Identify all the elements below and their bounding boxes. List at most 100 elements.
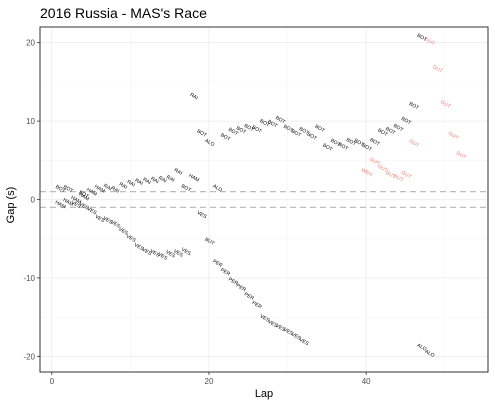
y-tick-label: -20 (23, 352, 35, 361)
driver-label: PER (251, 300, 263, 311)
y-tick-label: -10 (23, 274, 35, 283)
x-tick-label: 40 (362, 377, 371, 386)
y-tick-label: 20 (26, 39, 35, 48)
driver-label: RAI (149, 176, 159, 185)
driver-label: VES (133, 242, 145, 253)
y-axis-ticks: -20 -10 0 10 20 (23, 39, 40, 361)
driver-label: BOT (266, 119, 278, 129)
driver-label: BOT (376, 128, 388, 138)
driver-label: GUT (408, 139, 420, 149)
driver-label: RAI (157, 175, 167, 184)
driver-label: BOT (62, 184, 74, 194)
driver-label: GUT (376, 164, 388, 174)
plot-panel: BOTHAMBOTHAMHAMVESBOTHAMVESHAMVESHAMVESR… (39, 26, 489, 373)
driver-label: ALO (204, 138, 216, 148)
driver-label: VES (109, 219, 121, 230)
driver-label: BOT (361, 142, 373, 152)
driver-label: BOT (274, 115, 286, 125)
driver-label: RAI (134, 177, 144, 186)
driver-label: BOT (259, 118, 271, 128)
reference-lines (40, 191, 488, 208)
driver-label: BOT (337, 142, 349, 152)
driver-label: BOT (235, 125, 247, 135)
driver-label: VES (259, 313, 271, 324)
driver-label: BOT (227, 127, 239, 137)
driver-label: VES (274, 323, 286, 334)
driver-label: BOT (282, 124, 294, 134)
driver-label: BOT (243, 123, 255, 133)
driver-label: HAM (85, 187, 98, 198)
driver-label: VES (94, 214, 106, 225)
driver-label: BOT (408, 101, 420, 111)
driver-label: RAI (102, 183, 112, 192)
driver-label: HAM (77, 192, 90, 203)
driver-label: BOT (298, 126, 310, 136)
driver-label: BOT (180, 183, 192, 193)
driver-label: VES (267, 319, 279, 330)
driver-label: RAI (165, 174, 175, 183)
driver-label: RAI (118, 181, 128, 190)
driver-label: BOT (54, 184, 66, 194)
y-tick-label: 0 (31, 196, 36, 205)
x-axis-title: Lap (255, 388, 273, 400)
x-tick-label: 20 (205, 377, 214, 386)
driver-label: HAM (93, 184, 106, 195)
driver-label: BOT (392, 123, 404, 133)
driver-label: WEH (360, 167, 373, 178)
driver-label: VES (86, 206, 98, 217)
driver-label: RAI (189, 92, 199, 101)
driver-label: RAI (126, 179, 136, 188)
driver-label: BOT (345, 137, 357, 147)
driver-label: PER (219, 267, 231, 278)
driver-label: ALO (416, 343, 428, 353)
driver-label: VES (70, 200, 82, 211)
driver-label: GUT (423, 37, 435, 47)
driver-label: RAI (110, 185, 120, 194)
driver-label: BOT (400, 116, 412, 126)
driver-label: PER (227, 277, 239, 288)
driver-label: BUT (204, 237, 216, 247)
driver-label: GUT (431, 64, 443, 74)
driver-label: BOT (306, 132, 318, 142)
driver-label: VES (290, 332, 302, 343)
driver-label: VES (141, 247, 153, 258)
driver-label: BOT (78, 190, 90, 200)
driver-label: VES (298, 337, 310, 348)
driver-label: GUT (400, 170, 412, 180)
driver-label: ALO (212, 183, 224, 193)
y-tick-label: 10 (26, 117, 35, 126)
driver-label: BOT (353, 138, 365, 148)
driver-label: RAI (173, 167, 183, 176)
driver-label: HAM (62, 197, 75, 208)
driver-label: BOT (290, 128, 302, 138)
driver-label: VES (125, 234, 137, 245)
driver-label: PER (235, 283, 247, 294)
driver-label: HAM (54, 200, 67, 211)
driver-label: GUT (439, 99, 451, 109)
driver-label: BOT (384, 126, 396, 136)
y-axis-title: Gap (s) (5, 187, 17, 224)
chart-title: 2016 Russia - MAS's Race (40, 5, 207, 21)
driver-label: PER (243, 291, 255, 302)
driver-label: ALO (424, 349, 436, 359)
driver-label: GUT (392, 173, 404, 183)
driver-label: VES (156, 252, 168, 263)
driver-label: BOT (416, 33, 428, 43)
driver-label: BOT (219, 132, 231, 142)
driver-label: GUT (447, 131, 459, 141)
driver-label: VES (78, 201, 90, 212)
driver-label: RAI (141, 177, 151, 186)
x-tick-label: 0 (50, 377, 55, 386)
driver-label: HAM (70, 195, 83, 206)
driver-label: GUT (455, 150, 467, 160)
driver-label: BOT (321, 142, 333, 152)
driver-label: BOT (329, 138, 341, 148)
driver-label: HAM (187, 173, 200, 184)
driver-label: VES (149, 248, 161, 259)
driver-label: BOT (251, 124, 263, 134)
driver-label: BOT (369, 137, 381, 147)
driver-label: VES (101, 215, 113, 226)
driver-label: BOT (196, 128, 208, 138)
driver-label: VES (172, 248, 184, 259)
